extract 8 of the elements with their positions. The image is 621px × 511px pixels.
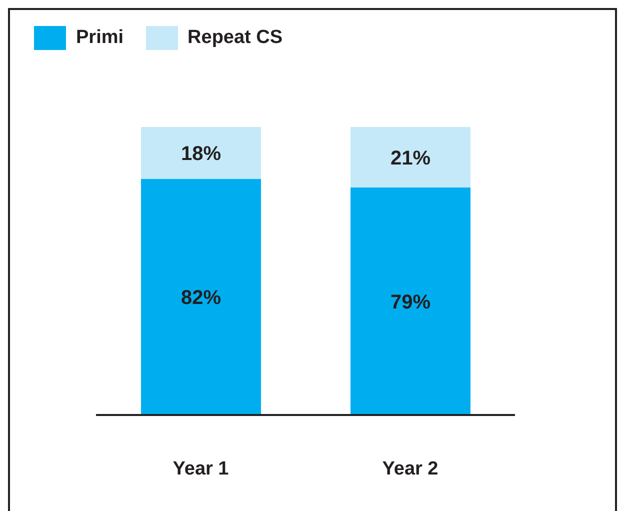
x-tick-label: Year 2 [382,458,438,480]
data-label: 82% [180,287,222,310]
legend-label: Repeat CS [188,27,283,49]
data-label: 21% [390,147,431,170]
data-label: 18% [180,143,222,166]
x-tick-label: Year 1 [172,458,230,480]
legend-label: Primi [76,27,124,49]
data-label: 79% [390,291,431,314]
